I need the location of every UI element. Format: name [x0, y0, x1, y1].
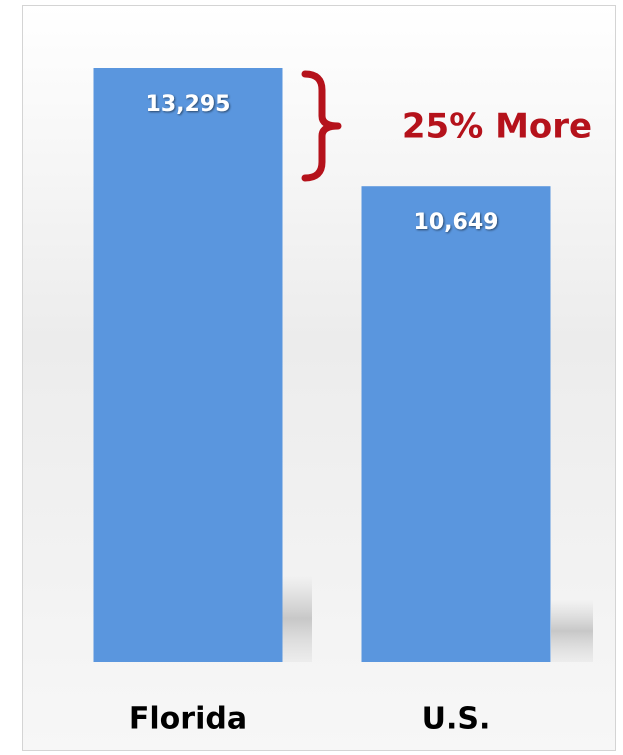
bar-shadow — [551, 600, 593, 662]
value-label: 13,295 — [146, 92, 231, 117]
value-label: 10,649 — [414, 210, 499, 235]
bar — [93, 68, 283, 662]
bar — [361, 186, 551, 662]
bar-shadow — [282, 575, 312, 662]
bracket — [301, 70, 342, 182]
annotation: 25% More — [402, 107, 592, 147]
x-tick-label: U.S. — [422, 702, 491, 737]
x-tick-label: Florida — [129, 702, 247, 737]
